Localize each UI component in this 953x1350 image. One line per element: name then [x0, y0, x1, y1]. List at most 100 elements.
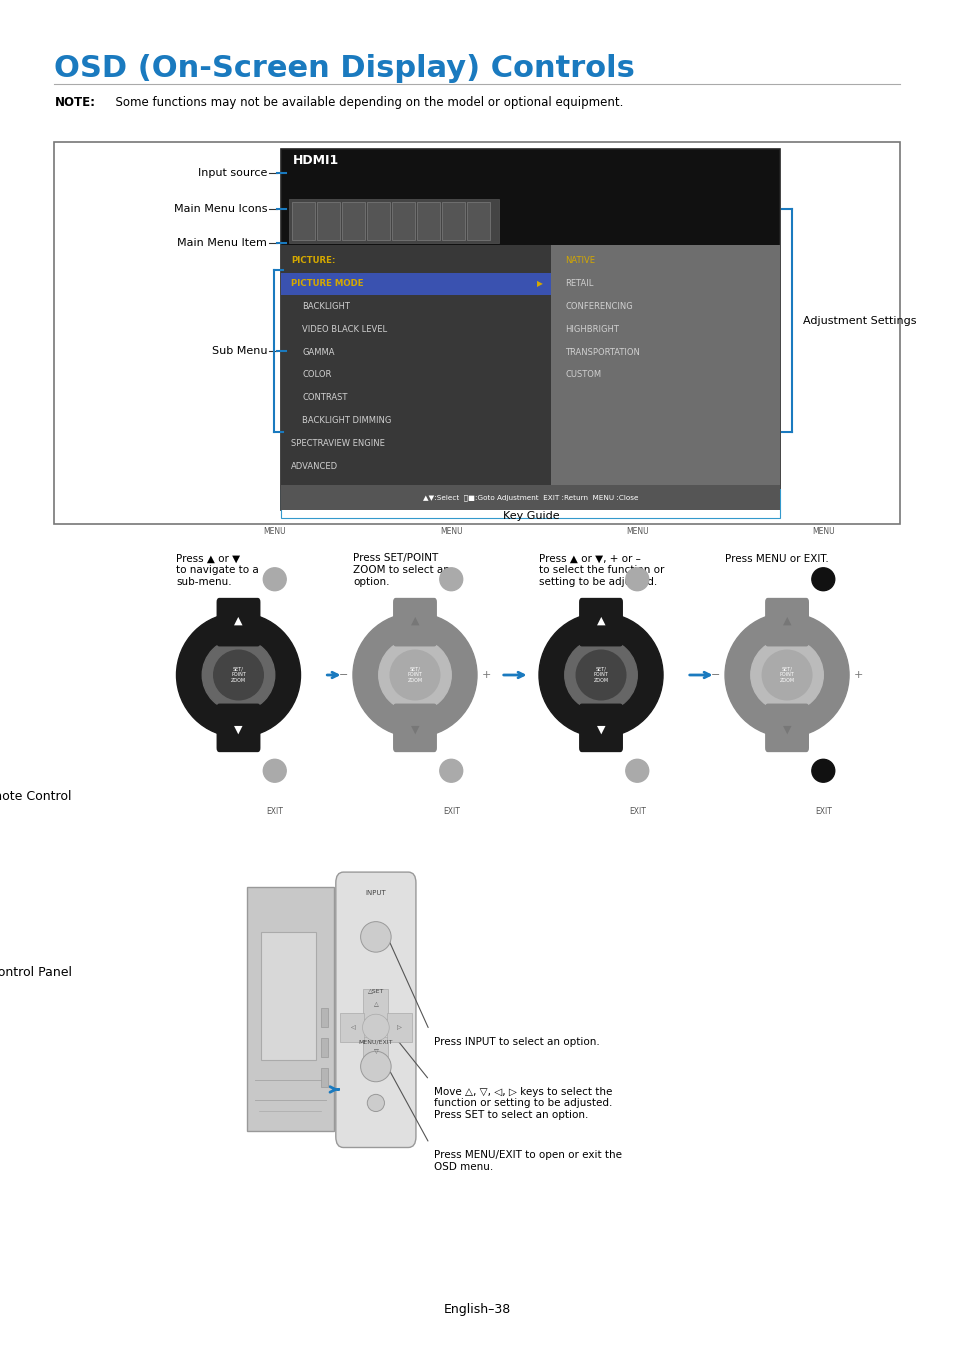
- Text: Press SET/POINT
ZOOM to select an
option.: Press SET/POINT ZOOM to select an option…: [353, 554, 450, 587]
- FancyBboxPatch shape: [363, 988, 388, 1018]
- Text: HDMI1: HDMI1: [293, 154, 338, 167]
- Text: ADVANCED: ADVANCED: [291, 462, 337, 471]
- FancyBboxPatch shape: [247, 887, 334, 1131]
- Text: HIGHBRIGHT: HIGHBRIGHT: [564, 325, 618, 333]
- Ellipse shape: [724, 613, 848, 737]
- FancyBboxPatch shape: [216, 598, 260, 647]
- Text: GAMMA: GAMMA: [302, 347, 335, 356]
- Text: Main Menu Icons: Main Menu Icons: [173, 204, 267, 215]
- Ellipse shape: [360, 1052, 391, 1081]
- Text: ▼: ▼: [597, 724, 604, 734]
- Text: EXIT: EXIT: [266, 807, 283, 815]
- Ellipse shape: [439, 568, 462, 591]
- Text: OSD (On-Screen Display) Controls: OSD (On-Screen Display) Controls: [54, 54, 635, 82]
- FancyBboxPatch shape: [261, 931, 315, 1060]
- Ellipse shape: [360, 922, 391, 952]
- Ellipse shape: [367, 1095, 384, 1111]
- Text: EXIT: EXIT: [628, 807, 645, 815]
- Ellipse shape: [378, 639, 451, 711]
- Text: INPUT: INPUT: [365, 890, 386, 895]
- Text: COLOR: COLOR: [302, 370, 332, 379]
- Text: RETAIL: RETAIL: [564, 279, 593, 288]
- Ellipse shape: [811, 759, 834, 782]
- Text: Press ▲ or ▼, + or –
to select the function or
setting to be adjusted.: Press ▲ or ▼, + or – to select the funct…: [538, 554, 663, 587]
- Ellipse shape: [176, 613, 300, 737]
- FancyBboxPatch shape: [321, 1038, 328, 1057]
- Ellipse shape: [439, 759, 462, 782]
- Text: NATIVE: NATIVE: [564, 256, 595, 265]
- FancyBboxPatch shape: [441, 202, 464, 240]
- Ellipse shape: [353, 613, 476, 737]
- Text: Press MENU/EXIT to open or exit the
OSD menu.: Press MENU/EXIT to open or exit the OSD …: [434, 1150, 621, 1172]
- Text: ▲▼:Select  ⓘ■:Goto Adjustment  EXIT :Return  MENU :Close: ▲▼:Select ⓘ■:Goto Adjustment EXIT :Retur…: [423, 494, 638, 501]
- Text: Main Menu Item: Main Menu Item: [177, 238, 267, 248]
- Text: ▲: ▲: [782, 616, 790, 626]
- Text: ▼: ▼: [234, 724, 242, 734]
- Text: MENU: MENU: [439, 528, 462, 536]
- Text: BACKLIGHT: BACKLIGHT: [302, 302, 350, 311]
- FancyBboxPatch shape: [281, 273, 550, 294]
- Text: MENU: MENU: [263, 528, 286, 536]
- FancyBboxPatch shape: [578, 703, 622, 752]
- Text: SET/
POINT
ZOOM: SET/ POINT ZOOM: [407, 667, 422, 683]
- FancyBboxPatch shape: [392, 202, 415, 240]
- Text: Move △, ▽, ◁, ▷ keys to select the
function or setting to be adjusted.
Press SET: Move △, ▽, ◁, ▷ keys to select the funct…: [434, 1087, 612, 1120]
- Text: −: −: [524, 670, 534, 680]
- FancyBboxPatch shape: [387, 1012, 412, 1042]
- Text: SET/
POINT
ZOOM: SET/ POINT ZOOM: [593, 667, 608, 683]
- Text: BACKLIGHT DIMMING: BACKLIGHT DIMMING: [302, 416, 392, 425]
- Text: △SET: △SET: [367, 988, 384, 992]
- Ellipse shape: [538, 613, 662, 737]
- Text: Adjustment Settings: Adjustment Settings: [802, 316, 916, 325]
- FancyBboxPatch shape: [393, 598, 436, 647]
- Ellipse shape: [750, 639, 822, 711]
- Text: Control Panel: Control Panel: [0, 965, 71, 979]
- Text: ◁: ◁: [350, 1025, 354, 1030]
- Text: +: +: [667, 670, 677, 680]
- Text: VIDEO BLACK LEVEL: VIDEO BLACK LEVEL: [302, 325, 387, 333]
- FancyBboxPatch shape: [335, 872, 416, 1148]
- Text: Press MENU or EXIT.: Press MENU or EXIT.: [724, 554, 828, 563]
- Text: −: −: [710, 670, 720, 680]
- FancyBboxPatch shape: [764, 598, 808, 647]
- Text: +: +: [481, 670, 491, 680]
- Ellipse shape: [263, 568, 286, 591]
- Ellipse shape: [564, 639, 637, 711]
- FancyBboxPatch shape: [216, 703, 260, 752]
- Ellipse shape: [213, 651, 263, 699]
- Ellipse shape: [202, 639, 274, 711]
- Text: SPECTRAVIEW ENGINE: SPECTRAVIEW ENGINE: [291, 439, 384, 448]
- Text: △: △: [374, 1002, 377, 1006]
- Ellipse shape: [263, 759, 286, 782]
- Text: EXIT: EXIT: [814, 807, 831, 815]
- Text: CONTRAST: CONTRAST: [302, 393, 348, 402]
- Ellipse shape: [761, 651, 811, 699]
- Text: SET/
POINT
ZOOM: SET/ POINT ZOOM: [779, 667, 794, 683]
- Text: ▲: ▲: [234, 616, 242, 626]
- FancyBboxPatch shape: [281, 489, 780, 518]
- Text: Press INPUT to select an option.: Press INPUT to select an option.: [434, 1037, 599, 1046]
- Text: ▽: ▽: [374, 1049, 377, 1054]
- FancyBboxPatch shape: [367, 202, 390, 240]
- FancyBboxPatch shape: [339, 1012, 364, 1042]
- Text: ▷: ▷: [397, 1025, 401, 1030]
- FancyBboxPatch shape: [54, 142, 899, 524]
- FancyBboxPatch shape: [321, 1068, 328, 1087]
- Text: CONFERENCING: CONFERENCING: [564, 302, 632, 311]
- FancyBboxPatch shape: [341, 202, 365, 240]
- Ellipse shape: [576, 651, 625, 699]
- Text: Sub Menu: Sub Menu: [212, 346, 267, 356]
- Text: English–38: English–38: [443, 1303, 510, 1316]
- Text: SET/
POINT
ZOOM: SET/ POINT ZOOM: [231, 667, 246, 683]
- FancyBboxPatch shape: [578, 598, 622, 647]
- FancyBboxPatch shape: [550, 246, 780, 485]
- Ellipse shape: [811, 568, 834, 591]
- Text: ▶: ▶: [537, 279, 542, 288]
- FancyBboxPatch shape: [393, 703, 436, 752]
- Text: EXIT: EXIT: [442, 807, 459, 815]
- Text: Input source: Input source: [197, 167, 267, 178]
- Text: Press ▲ or ▼
to navigate to a
sub-menu.: Press ▲ or ▼ to navigate to a sub-menu.: [176, 554, 259, 587]
- Text: +: +: [853, 670, 862, 680]
- Text: PICTURE:: PICTURE:: [291, 256, 335, 265]
- Text: MENU: MENU: [625, 528, 648, 536]
